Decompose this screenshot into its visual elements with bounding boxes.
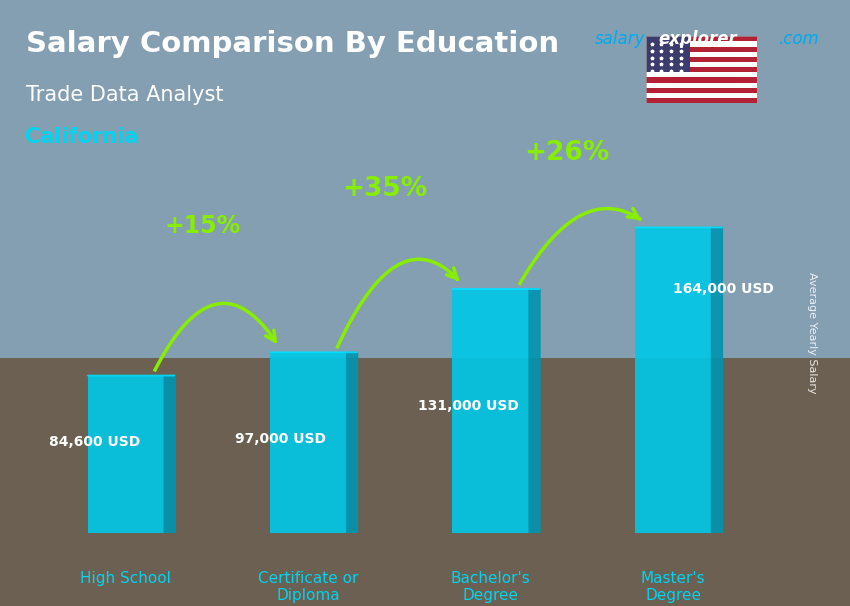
Text: Certificate or
Diploma: Certificate or Diploma	[258, 571, 359, 603]
Polygon shape	[347, 353, 358, 533]
Bar	[646, 57, 756, 62]
Text: Bachelor's
Degree: Bachelor's Degree	[450, 571, 530, 603]
Text: 164,000 USD: 164,000 USD	[673, 282, 774, 296]
Text: +26%: +26%	[524, 140, 610, 166]
FancyBboxPatch shape	[88, 376, 164, 533]
Bar	[646, 36, 690, 72]
FancyBboxPatch shape	[270, 353, 347, 533]
Bar	[646, 93, 756, 98]
Polygon shape	[529, 289, 540, 533]
Bar	[646, 62, 756, 67]
Polygon shape	[164, 376, 175, 533]
Text: 97,000 USD: 97,000 USD	[235, 432, 326, 446]
Bar	[646, 41, 756, 47]
Text: 131,000 USD: 131,000 USD	[417, 399, 518, 413]
Bar	[646, 67, 756, 72]
Text: Trade Data Analyst: Trade Data Analyst	[26, 85, 223, 105]
Text: California: California	[26, 127, 139, 147]
Bar	[646, 88, 756, 93]
Bar	[646, 78, 756, 82]
Bar	[646, 52, 756, 57]
FancyBboxPatch shape	[635, 227, 711, 533]
Text: Salary Comparison By Education: Salary Comparison By Education	[26, 30, 558, 58]
Bar	[646, 72, 756, 78]
Text: +15%: +15%	[164, 215, 241, 239]
Bar	[646, 98, 756, 103]
Text: explorer: explorer	[659, 30, 738, 48]
Bar	[646, 47, 756, 52]
Bar	[646, 36, 756, 41]
Text: Master's
Degree: Master's Degree	[641, 571, 706, 603]
Polygon shape	[711, 227, 722, 533]
Text: .com: .com	[778, 30, 819, 48]
Text: +35%: +35%	[343, 176, 428, 202]
Text: 84,600 USD: 84,600 USD	[49, 435, 140, 449]
Text: High School: High School	[81, 571, 172, 585]
Bar	[646, 82, 756, 88]
Text: salary: salary	[595, 30, 645, 48]
Text: Average Yearly Salary: Average Yearly Salary	[807, 273, 817, 394]
FancyBboxPatch shape	[452, 289, 529, 533]
